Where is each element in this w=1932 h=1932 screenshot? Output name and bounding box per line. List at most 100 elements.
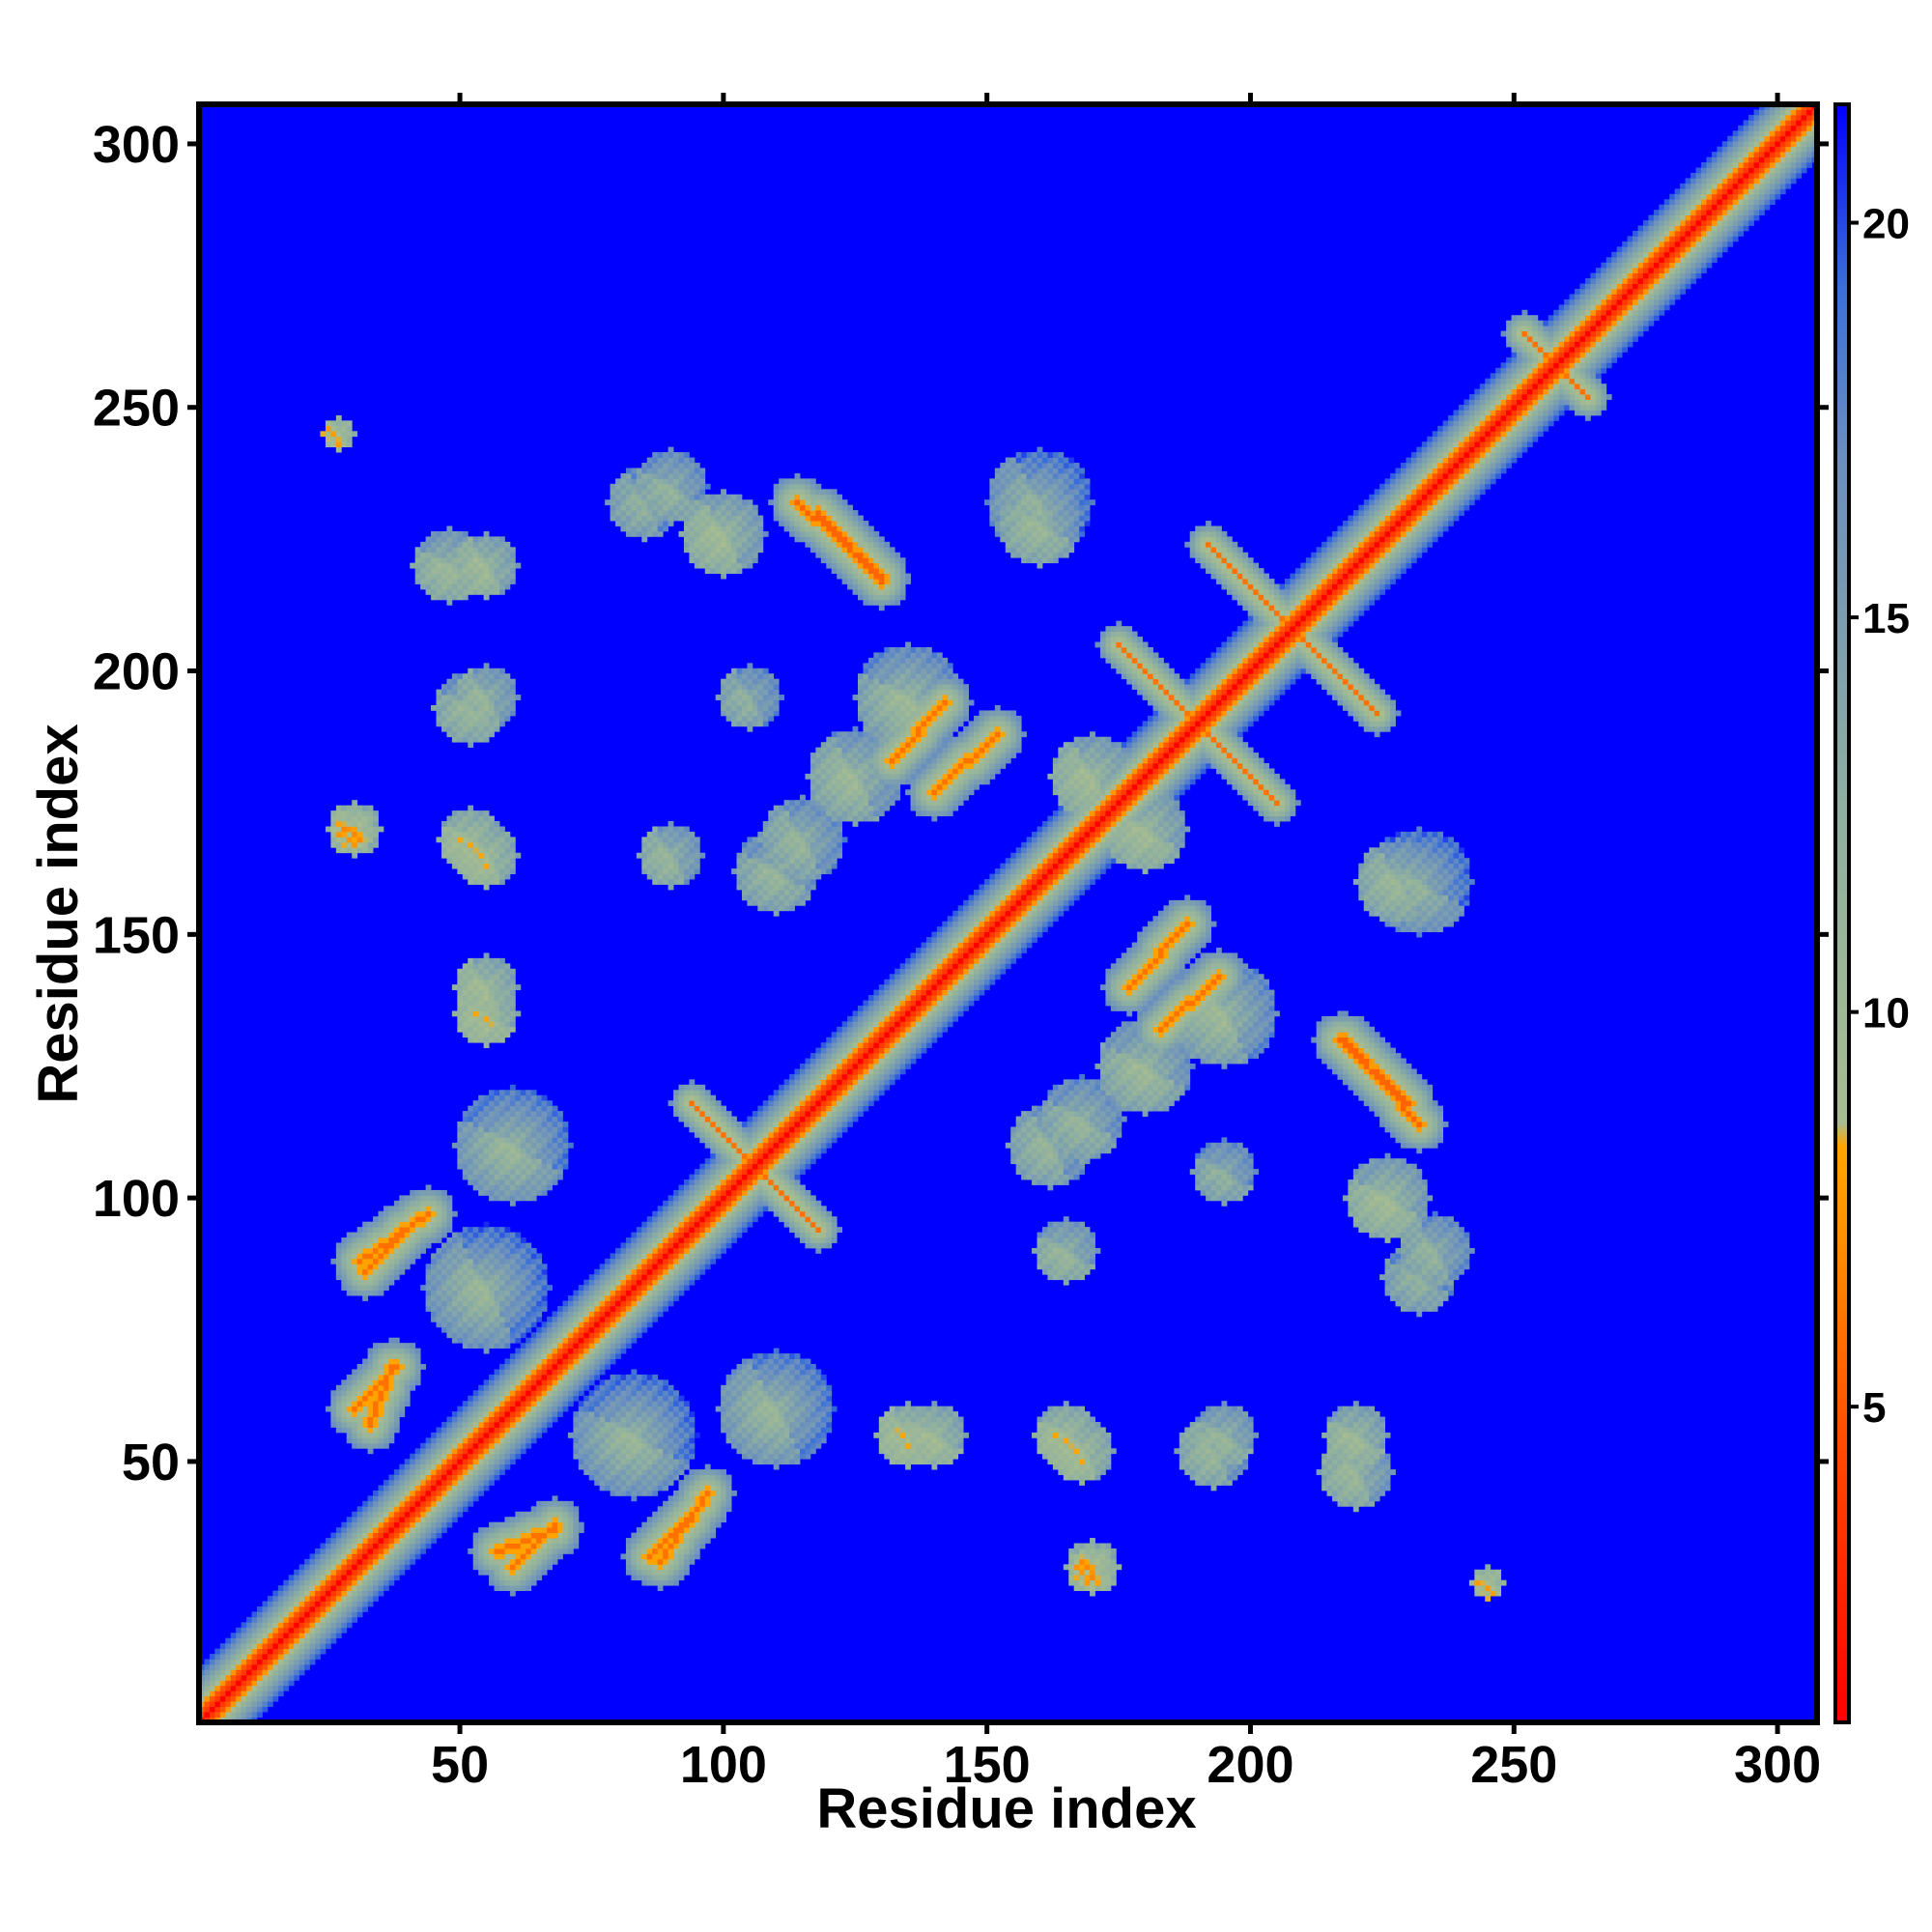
- heatmap-cell: [436, 1300, 442, 1307]
- heatmap-cell: [414, 1353, 421, 1359]
- heatmap-cell: [320, 1627, 327, 1634]
- heatmap-cell: [704, 1264, 711, 1270]
- heatmap-cell: [1073, 1469, 1080, 1475]
- heatmap-cell: [383, 1480, 389, 1486]
- heatmap-cell: [309, 1637, 316, 1644]
- heatmap-cell: [1337, 1432, 1344, 1438]
- heatmap-cell: [526, 1300, 532, 1307]
- heatmap-cell: [468, 1247, 474, 1254]
- heatmap-cell: [794, 1406, 801, 1412]
- heatmap-cell: [478, 1258, 485, 1264]
- heatmap-cell: [683, 1538, 690, 1544]
- heatmap-cell: [741, 1358, 748, 1365]
- heatmap-cell: [383, 1390, 389, 1397]
- heatmap-cell: [298, 1596, 305, 1602]
- heatmap-cell: [1110, 1579, 1117, 1586]
- heatmap-cell: [341, 1579, 348, 1586]
- heatmap-cell: [1348, 1437, 1354, 1444]
- heatmap-cell: [388, 1490, 395, 1496]
- heatmap-cell: [641, 1247, 648, 1254]
- heatmap-cell: [1337, 1422, 1344, 1428]
- heatmap-cell: [341, 1427, 348, 1434]
- heatmap-cell: [588, 1469, 595, 1475]
- heatmap-cell: [1226, 1469, 1233, 1475]
- heatmap-cell: [204, 1701, 211, 1708]
- heatmap-cell: [710, 1485, 717, 1492]
- heatmap-cell: [530, 1348, 537, 1354]
- heatmap-cell: [552, 1558, 558, 1565]
- heatmap-cell: [526, 1558, 532, 1565]
- heatmap-cell: [399, 1379, 406, 1386]
- heatmap-cell: [362, 1564, 368, 1571]
- heatmap-cell: [725, 1390, 732, 1397]
- heatmap-cell: [731, 1379, 737, 1386]
- heatmap-cell: [277, 1637, 284, 1644]
- heatmap-cell: [246, 1663, 252, 1670]
- heatmap-cell: [552, 1374, 558, 1380]
- heatmap-cell: [335, 1253, 342, 1260]
- heatmap-cell: [663, 1480, 668, 1486]
- heatmap-cell: [704, 1521, 711, 1528]
- heatmap-cell: [436, 1274, 442, 1281]
- heatmap-cell: [646, 1268, 653, 1275]
- heatmap-cell: [757, 1353, 764, 1359]
- heatmap-cell: [721, 1427, 727, 1434]
- heatmap-cell: [272, 1622, 279, 1629]
- heatmap-cell: [425, 1506, 432, 1513]
- heatmap-cell: [526, 1316, 532, 1322]
- heatmap-cell: [631, 1453, 638, 1460]
- heatmap-cell: [383, 1406, 389, 1412]
- heatmap-cell: [440, 1268, 447, 1275]
- heatmap-cell: [710, 1500, 717, 1507]
- heatmap-cell: [1363, 1437, 1370, 1444]
- heatmap-cell: [515, 1406, 522, 1412]
- heatmap-cell: [341, 1395, 348, 1402]
- heatmap-cell: [721, 1384, 727, 1391]
- heatmap-cell: [362, 1369, 368, 1376]
- heatmap-cell: [562, 1305, 569, 1312]
- heatmap-cell: [789, 1384, 795, 1391]
- heatmap-cell: [520, 1305, 526, 1312]
- heatmap-cell: [446, 1290, 453, 1296]
- heatmap-cell: [325, 1548, 331, 1554]
- heatmap-cell: [378, 1432, 384, 1438]
- heatmap-cell: [921, 1406, 927, 1412]
- heatmap-cell: [1079, 1569, 1086, 1576]
- heatmap-cell: [1073, 1268, 1080, 1275]
- heatmap-cell: [1200, 1411, 1207, 1417]
- heatmap-cell: [663, 1521, 668, 1528]
- heatmap-cell: [573, 1369, 580, 1376]
- heatmap-cell: [383, 1274, 389, 1281]
- heatmap-cell: [599, 1316, 606, 1322]
- heatmap-cell: [668, 1511, 674, 1518]
- heatmap-cell: [520, 1527, 526, 1533]
- heatmap-cell: [440, 1517, 447, 1523]
- heatmap-cell: [567, 1358, 574, 1365]
- heatmap-cell: [288, 1590, 295, 1597]
- heatmap-cell: [425, 1474, 432, 1481]
- heatmap-cell: [615, 1374, 621, 1380]
- heatmap-cell: [783, 1432, 790, 1438]
- heatmap-cell: [378, 1579, 384, 1586]
- heatmap-cell: [436, 1459, 442, 1465]
- heatmap-cell: [483, 1569, 490, 1576]
- heatmap-cell: [298, 1622, 305, 1629]
- heatmap-cell: [520, 1553, 526, 1560]
- heatmap-cell: [489, 1316, 495, 1322]
- heatmap-cell: [320, 1596, 327, 1602]
- heatmap-cell: [283, 1680, 290, 1687]
- heatmap-cell: [789, 1453, 795, 1460]
- heatmap-cell: [410, 1543, 416, 1549]
- heatmap-cell: [873, 1432, 880, 1438]
- heatmap-cell: [1090, 1416, 1095, 1423]
- heatmap-cell: [1068, 1437, 1075, 1444]
- heatmap-cell: [498, 1453, 505, 1460]
- heatmap-cell: [241, 1648, 247, 1655]
- heatmap-cell: [583, 1305, 590, 1312]
- heatmap-cell: [288, 1674, 295, 1681]
- heatmap-cell: [557, 1401, 563, 1407]
- heatmap-cell: [641, 1264, 648, 1270]
- heatmap-cell: [320, 1605, 327, 1612]
- heatmap-cell: [1200, 1469, 1207, 1475]
- heatmap-cell: [1242, 1442, 1249, 1449]
